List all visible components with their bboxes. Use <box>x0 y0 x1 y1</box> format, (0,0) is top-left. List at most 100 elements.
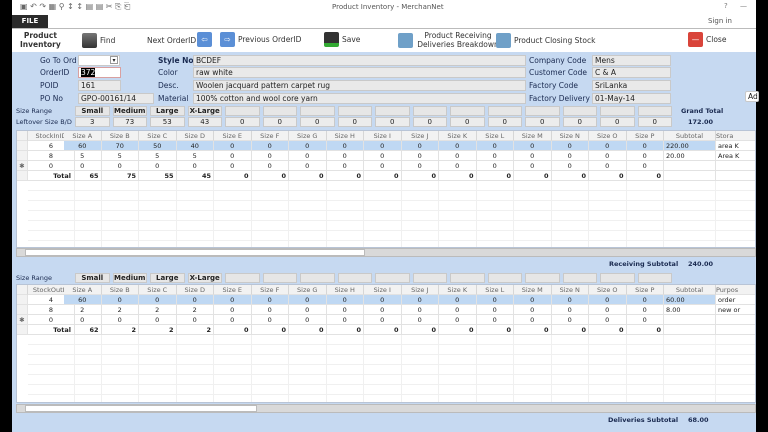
table-cell[interactable]: 2 <box>139 305 177 315</box>
column-header[interactable]: Size A <box>64 285 102 295</box>
column-header[interactable]: Subtotal <box>664 131 716 141</box>
column-header[interactable]: Size I <box>364 131 402 141</box>
column-header[interactable]: Size N <box>551 285 589 295</box>
table-cell[interactable]: 0 <box>176 161 214 171</box>
table-cell[interactable]: 0 <box>28 161 75 171</box>
table-cell[interactable]: 0 <box>364 305 402 315</box>
company-code-field[interactable]: Mens <box>592 55 671 66</box>
table-cell[interactable]: 0 <box>251 295 289 305</box>
receiving-horizontal-scrollbar[interactable] <box>16 248 756 257</box>
column-header[interactable]: Size B <box>101 131 139 141</box>
table-cell[interactable]: 0 <box>514 305 552 315</box>
column-header[interactable]: Size G <box>289 131 327 141</box>
table-cell[interactable]: area K <box>716 141 755 151</box>
column-header[interactable]: Size O <box>589 285 627 295</box>
table-cell[interactable]: 0 <box>364 315 402 325</box>
table-cell[interactable]: 0 <box>401 295 439 305</box>
table-cell[interactable]: 0 <box>64 161 102 171</box>
factory-code-field[interactable]: SriLanka <box>592 80 671 91</box>
new-record-icon[interactable]: ✱ <box>17 315 28 325</box>
table-cell[interactable]: 0 <box>439 305 477 315</box>
table-cell[interactable]: 0 <box>101 295 139 305</box>
table-cell[interactable]: 0 <box>139 161 177 171</box>
column-header[interactable]: Size M <box>514 285 552 295</box>
table-cell[interactable]: 0 <box>476 315 514 325</box>
table-cell[interactable]: 0 <box>589 151 627 161</box>
table-cell[interactable]: 0 <box>251 141 289 151</box>
next-orderid-button[interactable]: ⇦ <box>197 32 212 47</box>
column-header[interactable]: Size F <box>251 131 289 141</box>
column-header[interactable]: Size I <box>364 285 402 295</box>
table-cell[interactable]: 0 <box>626 161 664 171</box>
column-header[interactable]: Size B <box>101 285 139 295</box>
table-cell[interactable]: 0 <box>176 295 214 305</box>
quick-access-toolbar-icons[interactable]: ▣ ↶ ↷ ▦ ⚲ ↕ ↕ ▤ ▤ ✂ ⎘ ⎗ <box>20 2 131 11</box>
table-cell[interactable]: 60 <box>64 295 102 305</box>
column-header[interactable]: Size G <box>289 285 327 295</box>
table-cell[interactable]: 0 <box>476 305 514 315</box>
table-cell[interactable]: 0 <box>551 141 589 151</box>
table-cell[interactable]: 70 <box>101 141 139 151</box>
column-header[interactable]: Size J <box>401 285 439 295</box>
table-cell[interactable]: 40 <box>176 141 214 151</box>
dropdown-arrow-icon[interactable]: ▾ <box>110 56 118 64</box>
column-header[interactable]: Size P <box>626 131 664 141</box>
column-header[interactable]: Size L <box>476 285 514 295</box>
column-header[interactable]: Size F <box>251 285 289 295</box>
column-header[interactable]: Size N <box>551 131 589 141</box>
table-cell[interactable]: 0 <box>251 305 289 315</box>
table-cell[interactable]: 0 <box>589 305 627 315</box>
table-cell[interactable]: 0 <box>551 305 589 315</box>
deliveries-horizontal-scrollbar[interactable] <box>16 404 756 413</box>
column-header[interactable]: Size H <box>326 285 364 295</box>
factory-delivery-field[interactable]: 01-May-14 <box>592 93 671 104</box>
column-header[interactable]: Purpos <box>716 285 755 295</box>
customer-code-field[interactable]: C & A <box>592 67 671 78</box>
column-header[interactable]: Size K <box>439 131 477 141</box>
table-cell[interactable] <box>664 315 716 325</box>
table-cell[interactable]: 0 <box>214 151 252 161</box>
table-cell[interactable]: 5 <box>64 151 102 161</box>
table-cell[interactable]: 0 <box>514 295 552 305</box>
table-cell[interactable]: 0 <box>326 295 364 305</box>
table-cell[interactable]: 0 <box>401 305 439 315</box>
minimize-button[interactable]: — <box>740 2 747 10</box>
row-selector[interactable] <box>17 171 28 181</box>
table-cell[interactable]: 0 <box>214 295 252 305</box>
table-cell[interactable]: 0 <box>289 151 327 161</box>
table-cell[interactable]: 5 <box>101 151 139 161</box>
table-cell[interactable]: 60.00 <box>664 295 716 305</box>
table-cell[interactable]: 0 <box>551 295 589 305</box>
column-header[interactable]: Size K <box>439 285 477 295</box>
table-cell[interactable] <box>664 161 716 171</box>
column-header[interactable]: Size O <box>589 131 627 141</box>
table-cell[interactable]: 0 <box>289 315 327 325</box>
table-cell[interactable]: 0 <box>439 295 477 305</box>
table-cell[interactable]: 0 <box>64 315 102 325</box>
poid-field[interactable]: 161 <box>78 80 121 91</box>
table-cell[interactable]: 0 <box>476 161 514 171</box>
table-cell[interactable]: 0 <box>326 305 364 315</box>
column-header[interactable]: Size P <box>626 285 664 295</box>
table-cell[interactable]: 2 <box>176 305 214 315</box>
previous-orderid-button[interactable]: ⇨ Previous OrderID <box>220 32 301 47</box>
column-header[interactable]: Size E <box>214 285 252 295</box>
table-cell[interactable]: 0 <box>439 315 477 325</box>
table-cell[interactable]: 0 <box>364 141 402 151</box>
table-cell[interactable] <box>716 161 755 171</box>
table-cell[interactable]: 0 <box>439 161 477 171</box>
table-cell[interactable]: 0 <box>214 305 252 315</box>
po-no-field[interactable]: GPO-00161/14 <box>78 93 154 104</box>
table-cell[interactable]: new or <box>716 305 755 315</box>
table-cell[interactable]: 50 <box>139 141 177 151</box>
table-cell[interactable]: 0 <box>514 161 552 171</box>
table-cell[interactable]: 0 <box>214 141 252 151</box>
table-cell[interactable]: 2 <box>101 305 139 315</box>
receiving-breakdown-button[interactable]: Product Receiving Deliveries Breakdown <box>398 31 500 49</box>
column-header[interactable]: Size D <box>176 285 214 295</box>
row-selector[interactable] <box>17 305 28 315</box>
table-cell[interactable]: 20.00 <box>664 151 716 161</box>
column-header[interactable]: Size J <box>401 131 439 141</box>
table-cell[interactable]: 0 <box>251 151 289 161</box>
add-button[interactable]: Ad <box>745 91 759 102</box>
